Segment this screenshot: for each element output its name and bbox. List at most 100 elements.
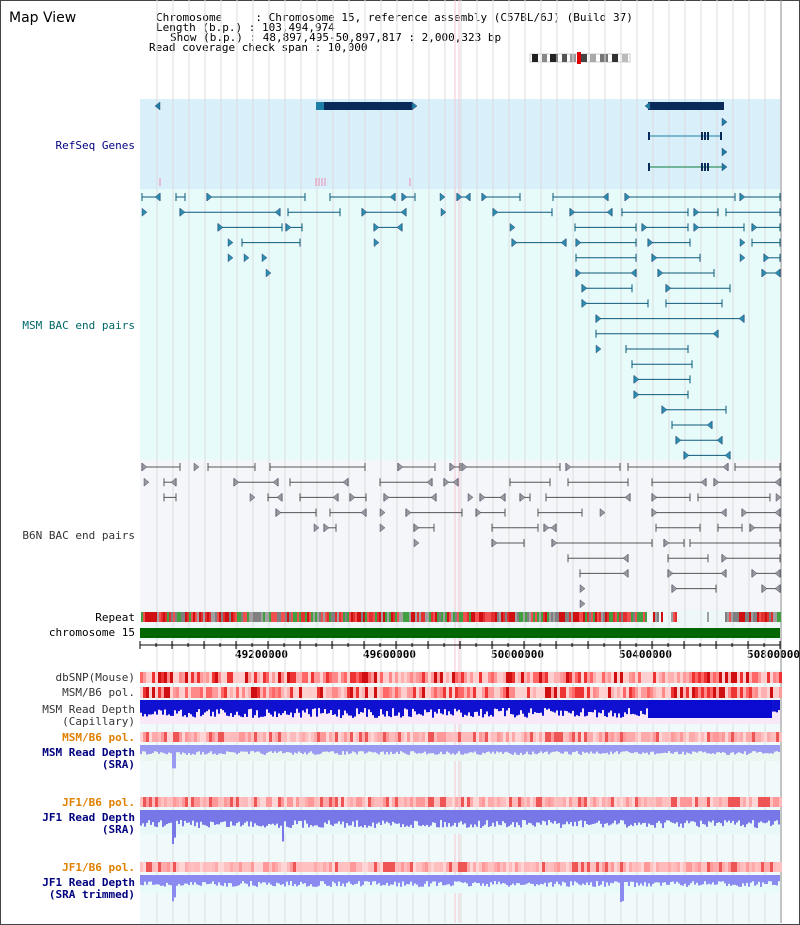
msm-depth-capillary-bar: [568, 700, 570, 713]
jf1-depth-sra-bar: [580, 810, 582, 821]
repeat-segment: [227, 612, 229, 622]
jf1-b6-pol-heat-cell: [164, 797, 167, 807]
msm-depth-sra-bar: [210, 745, 212, 752]
jf1-depth-trim-bar: [248, 875, 250, 887]
msm-depth-sra-bar: [218, 745, 220, 754]
chromosome-track-label: chromosome 15: [48, 626, 135, 639]
repeat-segment: [727, 612, 729, 622]
repeat-segment: [733, 612, 735, 622]
msm-depth-sra-bar: [456, 745, 458, 754]
jf1-b6-pol-2-heat-cell: [605, 862, 608, 872]
msm-depth-capillary-bar: [562, 700, 564, 716]
jf1-depth-sra-bar: [730, 810, 732, 824]
msm-depth-capillary-bar: [324, 700, 326, 710]
jf1-depth-sra-bar: [234, 810, 236, 826]
jf1-depth-trim-bar: [424, 875, 426, 884]
jf1-b6-pol-2-heat-cell: [440, 862, 443, 872]
jf1-b6-pol-heat-cell: [221, 797, 224, 807]
repeat-segment: [421, 612, 423, 622]
msm-depth-capillary-bar: [348, 700, 350, 716]
dbsnp-heat-cell: [545, 672, 548, 683]
repeat-segment: [209, 612, 211, 622]
msm-depth-capillary-bar: [550, 700, 552, 712]
msm-depth-capillary-bar: [472, 700, 474, 717]
repeat-segment: [491, 612, 493, 622]
msm-depth-capillary-bar: [204, 700, 206, 713]
dbsnp-heat-cell: [371, 672, 374, 683]
repeat-segment: [611, 612, 613, 622]
jf1-depth-trim-bar: [582, 875, 584, 884]
jf1-b6-pol-2-heat-cell: [503, 862, 506, 872]
jf1-depth-trim-bar: [166, 875, 168, 883]
jf1-b6-pol-heat-cell: [209, 797, 212, 807]
dbsnp-heat-cell: [224, 672, 227, 683]
jf1-depth-sra-bar: [270, 810, 272, 825]
msm-b6-pol-2-heat-cell: [431, 732, 434, 742]
msm-depth-sra-bar: [538, 745, 540, 753]
msm-b6-pol-heat-cell: [548, 687, 551, 698]
dbsnp-heat-cell: [572, 672, 575, 683]
dbsnp-heat-cell: [704, 672, 707, 683]
jf1-depth-sra-bar: [284, 810, 286, 822]
repeat-segment: [507, 612, 509, 622]
msm-depth-sra-bar: [418, 745, 420, 754]
msm-depth-capillary-bar: [264, 700, 266, 717]
repeat-segment: [289, 612, 291, 622]
dbsnp-heat-cell: [248, 672, 251, 683]
jf1-depth-sra-bar: [332, 810, 334, 826]
repeat-segment: [475, 612, 477, 622]
msm-depth-sra-bar: [706, 745, 708, 754]
msm-depth-sra-bar: [526, 745, 528, 752]
jf1-b6-pol-2-heat-cell: [602, 862, 605, 872]
msm-depth-capillary-bar: [432, 700, 434, 718]
msm-depth-capillary-bar: [524, 700, 526, 717]
jf1-b6-pol-heat-cell: [143, 797, 146, 807]
msm-bac-arrow: [661, 405, 668, 415]
msm-b6-pol-heat-cell: [566, 687, 569, 698]
jf1-b6-pol-2-heat-cell: [761, 862, 764, 872]
dbsnp-heat-cell: [194, 672, 197, 683]
jf1-depth-sra-bar: [542, 810, 544, 821]
msm-depth-sra-bar: [144, 745, 146, 752]
jf1-b6-pol-heat-cell: [206, 797, 209, 807]
repeat-segment: [327, 612, 329, 622]
jf1-b6-pol-heat-cell: [398, 797, 401, 807]
b6n-bac-arrow: [426, 477, 433, 487]
msm-depth-sra-bar: [590, 745, 592, 752]
dbsnp-heat-cell: [206, 672, 209, 683]
msm-b6-pol-2-heat-cell: [704, 732, 707, 742]
msm-bac-arrow: [464, 192, 471, 202]
jf1-b6-pol-2-heat-cell: [659, 862, 662, 872]
jf1-depth-trim-bar: [698, 875, 700, 886]
msm-depth-capillary-bar: [604, 700, 606, 717]
jf1-b6-pol-2-heat-cell: [410, 862, 413, 872]
jf1-b6-pol-heat-cell: [458, 797, 461, 807]
jf1-b6-pol-2-heat-cell: [569, 862, 572, 872]
msm-depth-sra-bar: [278, 745, 280, 752]
dbsnp-heat-cell: [455, 672, 458, 683]
b6n-bac-arrow: [774, 508, 781, 518]
jf1-depth-trim-bar: [516, 875, 518, 884]
jf1-b6-pol-heat-cell: [641, 797, 644, 807]
msm-b6-pol-heat-cell: [485, 687, 488, 698]
dbsnp-heat-cell: [302, 672, 305, 683]
jf1-depth-trim-bar: [358, 875, 360, 882]
msm-depth-sra-bar: [146, 745, 148, 755]
repeat-segment: [277, 612, 279, 622]
msm-b6-pol-heat-cell: [242, 687, 245, 698]
jf1-depth-trim-bar: [416, 875, 418, 885]
b6n-bac-arrow: [651, 508, 658, 518]
msm-depth-capillary-bar: [160, 700, 162, 711]
msm-b6-pol-2-heat-cell: [398, 732, 401, 742]
dbsnp-heat-cell: [272, 672, 275, 683]
jf1-depth-sra-bar: [534, 810, 536, 827]
jf1-depth-trim-bar: [646, 875, 648, 887]
msm-depth-sra-bar: [492, 745, 494, 752]
jf1-depth-trim-bar: [436, 875, 438, 886]
jf1-depth-trim-bar: [462, 875, 464, 883]
jf1-depth-trim-bar: [486, 875, 488, 884]
jf1-depth-trim-bar: [144, 875, 146, 882]
jf1-depth-sra-bar: [196, 810, 198, 823]
jf1-b6-pol-2-heat-cell: [425, 862, 428, 872]
